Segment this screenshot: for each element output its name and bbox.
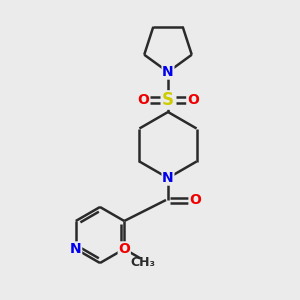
Text: O: O: [189, 193, 201, 207]
Text: N: N: [162, 65, 174, 79]
Text: O: O: [187, 93, 199, 107]
Text: N: N: [70, 242, 82, 256]
Text: O: O: [137, 93, 149, 107]
Text: N: N: [162, 171, 174, 185]
Text: CH₃: CH₃: [131, 256, 156, 268]
Text: O: O: [118, 242, 130, 256]
Text: S: S: [162, 91, 174, 109]
